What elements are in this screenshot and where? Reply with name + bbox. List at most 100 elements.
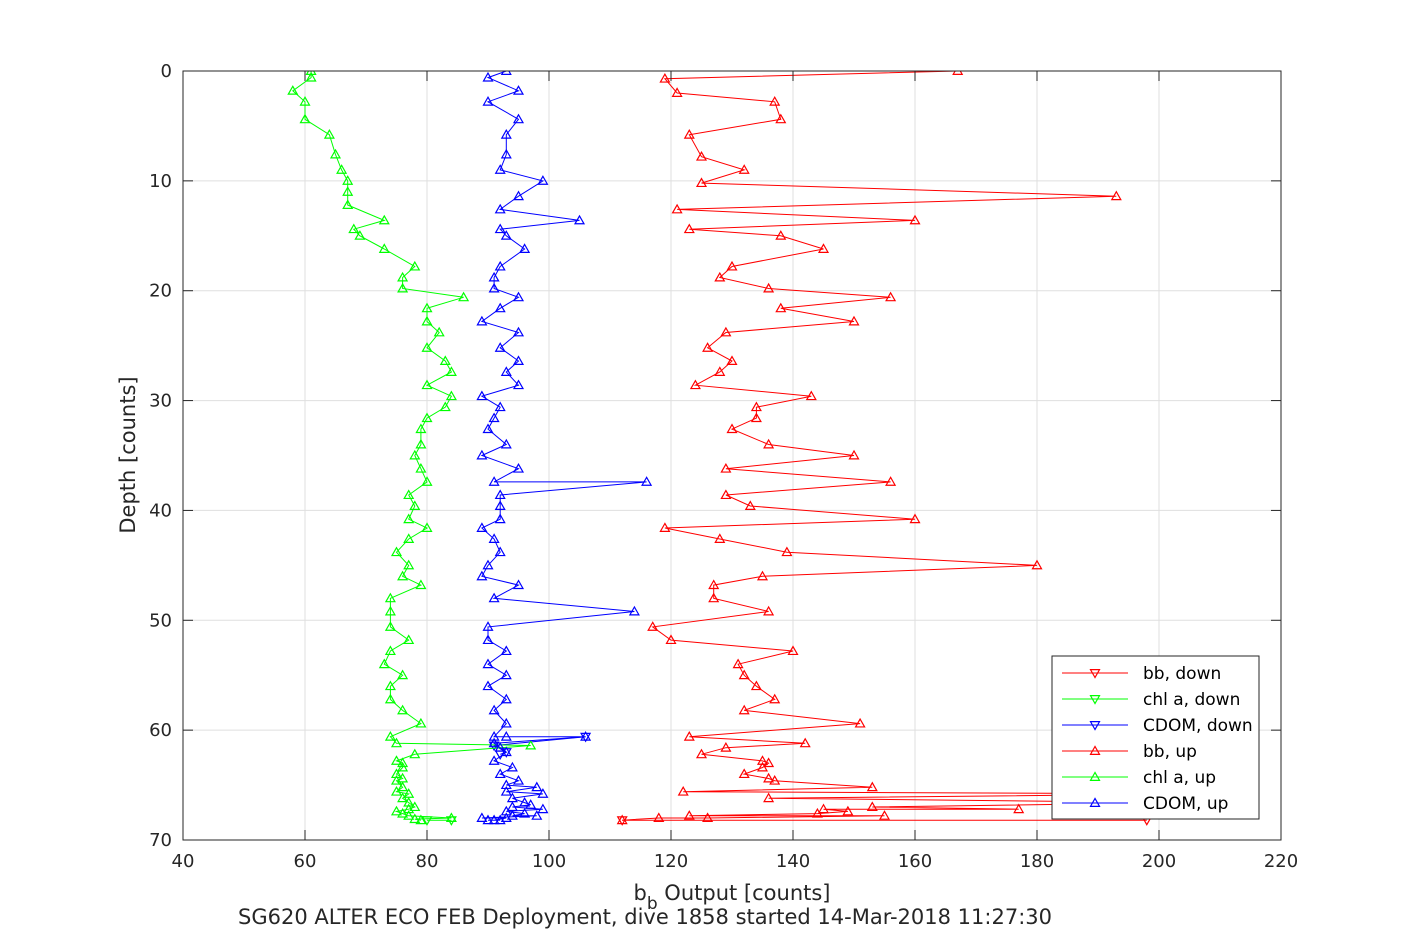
data-point [421, 522, 433, 532]
data-point [500, 746, 512, 757]
data-point [397, 781, 409, 792]
data-point [714, 271, 726, 282]
data-point [305, 71, 317, 82]
data-point [482, 96, 494, 106]
x-axis-label-rest: Output [counts] [658, 881, 831, 905]
data-point [384, 592, 396, 603]
data-point [842, 805, 854, 816]
data-point [403, 634, 415, 645]
data-point [512, 774, 525, 785]
legend-marker [1089, 695, 1101, 705]
data-point [403, 803, 415, 814]
data-point [702, 342, 714, 352]
legend-label: chl a, down [1143, 690, 1240, 710]
data-point [885, 291, 897, 302]
data-point [323, 129, 335, 139]
x-axis-label-main: b [633, 881, 646, 905]
data-point [683, 731, 695, 741]
data-point [488, 412, 500, 423]
data-point [403, 810, 415, 820]
data-point [342, 175, 354, 185]
data-point [390, 805, 403, 816]
data-point [415, 717, 427, 728]
data-point [512, 379, 525, 390]
data-point [525, 739, 537, 750]
data-point [494, 814, 506, 825]
data-point [519, 243, 531, 253]
data-point [397, 669, 409, 680]
data-point [409, 449, 421, 460]
data-point [354, 230, 366, 240]
data-point [397, 792, 409, 803]
data-point [494, 203, 506, 214]
x-axis-label-subscript: b [647, 894, 658, 914]
data-point [488, 282, 500, 293]
x-tick-label: 180 [1020, 851, 1054, 872]
data-point [647, 621, 659, 631]
data-point [531, 781, 543, 792]
series-line [480, 71, 647, 821]
data-point [756, 755, 769, 765]
data-point [708, 592, 720, 603]
data-point [445, 812, 457, 823]
x-tick-label: 80 [416, 851, 439, 872]
data-point [714, 533, 726, 543]
data-point [695, 177, 708, 188]
data-point [421, 315, 433, 326]
series-4 [287, 71, 537, 825]
data-point [421, 379, 433, 390]
data-point [390, 737, 403, 748]
data-point [494, 500, 506, 511]
data-point [488, 476, 500, 486]
data-point [750, 680, 762, 691]
data-point [397, 570, 409, 581]
data-point [488, 755, 500, 765]
x-tick-label: 200 [1142, 851, 1176, 872]
data-point [1110, 190, 1122, 201]
y-tick-label: 10 [149, 171, 172, 192]
data-point [390, 546, 403, 557]
data-point [403, 489, 415, 500]
data-point [482, 71, 494, 82]
data-point [494, 260, 506, 271]
data-point [683, 223, 695, 234]
y-tick-label: 30 [149, 391, 172, 412]
data-point [720, 462, 732, 473]
legend-label: bb, down [1143, 664, 1221, 684]
data-point [878, 810, 891, 820]
data-point [415, 438, 427, 449]
axes-box [182, 70, 1282, 841]
y-tick-label: 50 [149, 610, 172, 631]
data-point [415, 814, 427, 825]
data-point [476, 570, 488, 581]
data-point [482, 559, 494, 570]
data-point [488, 592, 500, 603]
series-layer [287, 71, 1202, 826]
legend-box [1051, 655, 1260, 820]
data-point [738, 768, 750, 779]
data-point [458, 291, 470, 302]
data-point [756, 761, 769, 772]
data-point [641, 476, 653, 486]
legend-marker [1089, 771, 1101, 781]
data-point [500, 645, 512, 656]
data-point [494, 401, 506, 412]
legend-marker [1089, 797, 1101, 807]
data-point [299, 113, 311, 124]
data-point [854, 717, 866, 728]
data-point [287, 85, 299, 95]
data-point [848, 449, 860, 460]
data-point [616, 814, 628, 825]
data-point [397, 282, 409, 293]
data-point [488, 704, 500, 715]
data-point [952, 71, 964, 75]
data-point [299, 96, 311, 106]
data-point [421, 302, 433, 313]
data-point [531, 810, 543, 820]
data-point [512, 326, 525, 337]
data-point [500, 148, 512, 159]
data-point [573, 214, 586, 225]
data-point [500, 438, 512, 449]
y-axis-label: Depth [counts] [116, 376, 140, 533]
data-point [384, 645, 396, 656]
